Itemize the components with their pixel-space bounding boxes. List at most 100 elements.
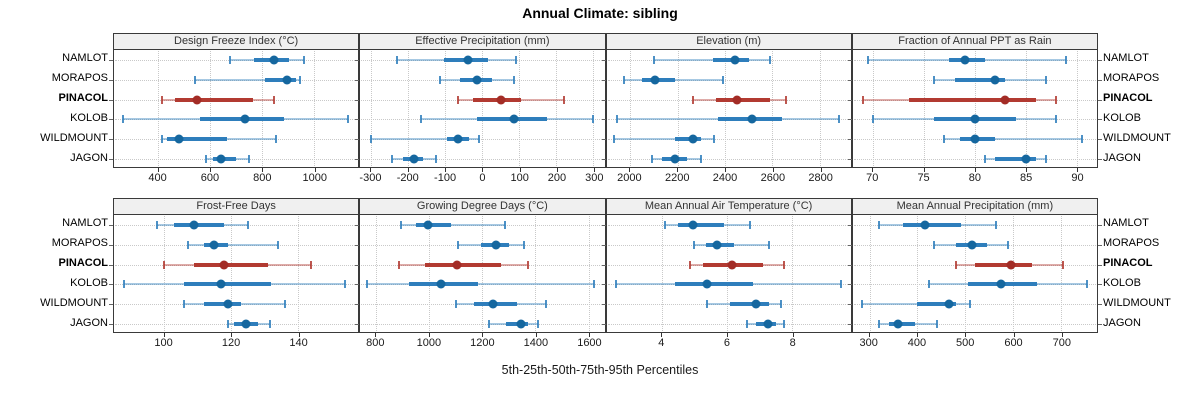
axis-tick-label: 700 [1052, 337, 1071, 349]
panel-plot [601, 49, 856, 168]
axis-tick-label: 140 [289, 337, 308, 349]
axis-tick [868, 333, 870, 337]
gridline-vertical [556, 51, 558, 166]
whisker-cap-5th [156, 220, 159, 229]
panel-frost-free-days: Frost-Free Days 100 120 140 [109, 198, 364, 355]
whisker-cap-5th [226, 320, 229, 329]
row-tick-left [355, 324, 360, 326]
whisker-cap-95th [1045, 155, 1048, 164]
panel-plot [355, 214, 610, 333]
site-label-morapos: MORAPOS [51, 72, 108, 85]
x-axis: 2000 2200 2400 2600 2800 [606, 168, 852, 190]
gridline-vertical [677, 51, 679, 166]
axis-tick-label: 2400 [712, 172, 738, 184]
whisker-cap-95th [969, 300, 972, 309]
axis-tick [1013, 333, 1015, 337]
axis-tick [594, 168, 596, 172]
interquartile-bar-25th-75th [416, 222, 451, 227]
gridline-vertical [535, 216, 537, 331]
whisker-cap-95th [784, 95, 787, 104]
whisker-cap-95th [1055, 115, 1058, 124]
median-dot-50th [996, 279, 1006, 289]
row-tick-left [847, 284, 852, 286]
whisker-5th-95th [944, 138, 1082, 141]
gridline-horizontal [853, 224, 1096, 226]
gridline-vertical [917, 216, 919, 331]
whisker-cap-95th [748, 220, 751, 229]
whisker-cap-95th [779, 300, 782, 309]
row-tick-left [601, 264, 606, 266]
whisker-cap-95th [1086, 280, 1089, 289]
interquartile-bar-25th-75th [674, 282, 754, 287]
gridline-horizontal [115, 244, 358, 246]
whisker-cap-95th [935, 320, 938, 329]
axis-tick [725, 168, 727, 172]
axis-tick [792, 333, 794, 337]
gridline-vertical [158, 51, 160, 166]
gridline-horizontal [853, 304, 1096, 306]
whisker-5th-95th [401, 223, 505, 226]
axis-tick-label: 800 [253, 172, 272, 184]
row-tick-left [355, 284, 360, 286]
x-axis: 4 6 8 [606, 333, 852, 355]
row-tick-left [109, 304, 113, 306]
gridline-horizontal [607, 139, 850, 141]
row-tick-left [355, 79, 360, 81]
panel-growing-degree-days-c: Growing Degree Days (°C) 800 1000 1200 1400 1… [355, 198, 610, 355]
median-dot-50th [944, 299, 954, 309]
row-tick-left [355, 119, 360, 121]
gridline-vertical [974, 51, 976, 166]
gridline-horizontal [115, 59, 358, 61]
row-tick-right [1098, 304, 1102, 306]
whisker-cap-5th [872, 115, 875, 124]
axis-tick [298, 333, 300, 337]
row-tick-left [847, 119, 852, 121]
site-label-namlot: NAMLOT [62, 52, 108, 65]
gridline-vertical [819, 51, 821, 166]
axis-tick-label: -300 [359, 172, 382, 184]
site-label-pinacol: PINACOL [58, 257, 109, 270]
whisker-cap-5th [438, 75, 441, 84]
whisker-cap-5th [365, 280, 368, 289]
axis-tick [375, 333, 377, 337]
panel-title: Elevation (m) [696, 35, 762, 47]
whisker-5th-95th [187, 243, 278, 246]
row-tick-left [109, 79, 113, 81]
whisker-cap-5th [420, 115, 423, 124]
row-tick-left [355, 264, 360, 266]
whisker-cap-5th [984, 155, 987, 164]
interquartile-bar-25th-75th [675, 137, 702, 142]
row-tick-left [847, 324, 852, 326]
gridline-horizontal [361, 159, 604, 161]
panel-plot [109, 214, 364, 333]
gridline-vertical [1025, 51, 1027, 166]
row-tick-left [601, 119, 606, 121]
interquartile-bar-25th-75th [167, 137, 228, 142]
median-dot-50th [1006, 260, 1016, 270]
row-tick-left [109, 59, 113, 61]
axis-tick [872, 168, 874, 172]
row-tick-right [1098, 139, 1102, 141]
site-label-jagon: JAGON [70, 316, 108, 329]
interquartile-bar-25th-75th [174, 222, 225, 227]
gridline-horizontal [361, 139, 604, 141]
gridline-horizontal [607, 304, 850, 306]
median-dot-50th [751, 299, 761, 309]
whisker-cap-95th [1045, 75, 1048, 84]
row-tick-left [355, 304, 360, 306]
whisker-cap-95th [839, 280, 842, 289]
median-dot-50th [688, 220, 698, 230]
axis-tick [1061, 333, 1063, 337]
whisker-cap-5th [867, 55, 870, 64]
gridline-horizontal [115, 159, 358, 161]
whisker-cap-95th [537, 320, 540, 329]
panel-title: Design Freeze Index (°C) [174, 35, 299, 47]
axis-tick-label: 1600 [577, 337, 602, 349]
interquartile-bar-25th-75th [995, 157, 1036, 162]
site-label-kolob: KOLOB [70, 276, 108, 289]
gridline-vertical [725, 51, 727, 166]
median-dot-50th [509, 114, 519, 124]
whisker-cap-95th [346, 115, 349, 124]
site-label-wildmount: WILDMOUNT [1103, 296, 1171, 309]
whisker-cap-5th [161, 95, 164, 104]
